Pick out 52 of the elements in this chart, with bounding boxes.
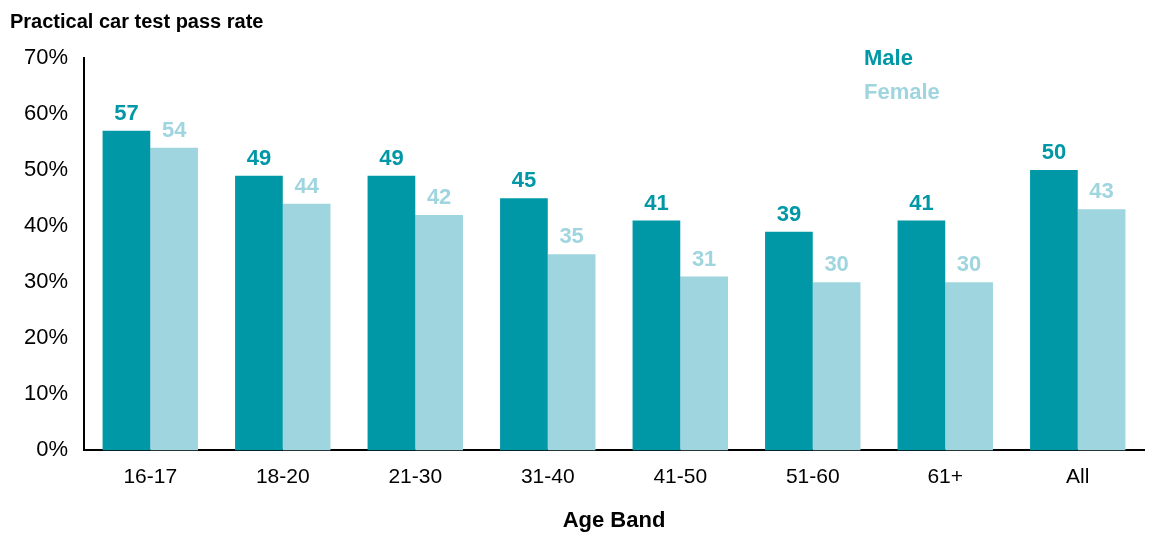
x-tick-label: 18-20 [255,463,310,487]
y-tick-label: 60% [23,100,69,126]
y-tick-label: 0% [36,436,69,462]
data-label: 41 [644,189,669,215]
bar [367,175,416,451]
x-tick-label: All [1066,463,1090,487]
data-label: 30 [956,251,982,277]
x-tick-label: 31-40 [520,463,575,487]
bar [102,130,151,451]
y-axis-title: Practical car test pass rate [10,9,264,32]
x-axis-title: Age Band [562,506,666,532]
bar [945,282,993,451]
x-tick-label: 16-17 [123,463,178,487]
data-label: 42 [426,184,452,210]
y-tick-label: 20% [23,324,69,350]
y-tick-label: 50% [23,156,69,182]
data-label: 44 [294,172,320,198]
bar [1030,170,1078,451]
bar [282,203,331,451]
bar [235,175,283,451]
bar [812,282,861,451]
data-label: 35 [559,223,584,249]
y-tick-label: 10% [23,380,69,406]
bar [150,147,198,451]
data-label: 57 [114,99,139,125]
bar [680,276,728,451]
y-tick-label: 30% [23,268,69,294]
data-label: 49 [379,144,404,170]
bar [415,214,463,451]
data-label: 41 [909,189,934,215]
bar [500,198,548,451]
bar [897,220,946,451]
x-tick-label: 61+ [927,463,964,487]
bar [632,220,681,451]
data-label: 50 [1041,139,1067,165]
data-label: 30 [824,251,849,277]
y-tick-label: 40% [23,212,69,238]
x-tick-label: 41-50 [653,463,708,487]
data-label: 43 [1089,178,1114,204]
text: Male [864,45,913,71]
data-label: 49 [246,144,272,170]
bar [547,254,596,451]
x-tick-label: 51-60 [785,463,840,487]
data-label: 39 [776,200,802,226]
data-label: 45 [511,167,537,193]
text: Female [864,79,940,105]
y-tick-label: 70% [23,44,69,70]
bar [1077,209,1126,451]
data-label: 31 [691,245,717,271]
bar [765,231,813,451]
data-label: 54 [161,116,188,142]
x-tick-label: 21-30 [388,463,443,487]
